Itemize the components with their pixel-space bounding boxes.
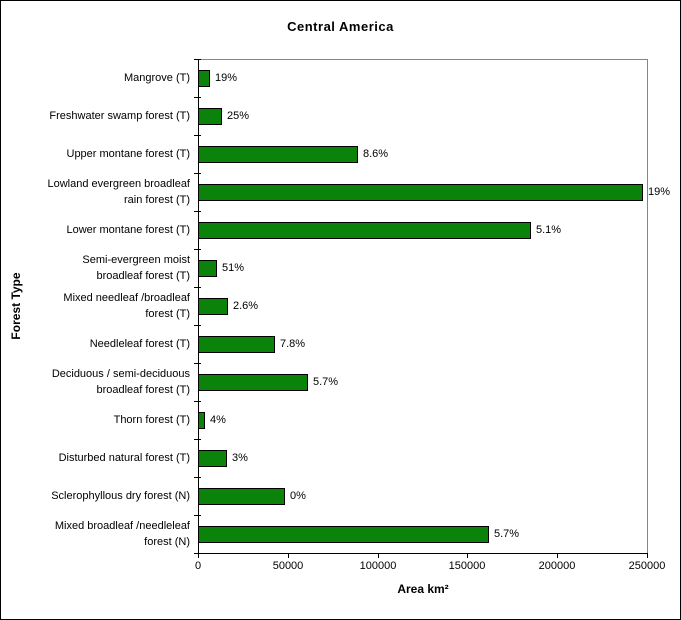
y-axis-tick — [194, 515, 201, 516]
category-label: Lower montane forest (T) — [66, 224, 191, 236]
x-axis-tick — [378, 553, 379, 558]
y-axis-tick — [194, 287, 201, 288]
bar — [198, 412, 205, 429]
x-axis-tick — [557, 553, 558, 558]
y-axis-tick — [194, 135, 201, 136]
category-label: Freshwater swamp forest (T) — [49, 110, 190, 122]
y-axis-tick — [194, 249, 201, 250]
data-label: 51% — [222, 262, 245, 274]
data-label: 4% — [210, 414, 226, 426]
category-label: Semi-evergreen moist broadleaf forest (T… — [82, 254, 190, 282]
data-label: 2.6% — [233, 300, 259, 312]
x-axis-tick-label: 100000 — [359, 560, 397, 572]
bar — [198, 488, 285, 505]
category-label: Deciduous / semi-deciduous broadleaf for… — [51, 368, 190, 396]
category-label: Mixed needleaf /broadleaf forest (T) — [63, 292, 190, 320]
bar — [198, 70, 210, 87]
data-label: 3% — [232, 452, 248, 464]
category-label: Mixed broadleaf /needleleaf forest (N) — [54, 520, 190, 548]
bar — [198, 298, 228, 315]
x-axis-tick — [288, 553, 289, 558]
x-axis-tick — [647, 553, 648, 558]
data-label: 5.7% — [494, 528, 520, 540]
x-axis-tick — [198, 553, 199, 558]
data-label: 7.8% — [280, 338, 306, 350]
bar — [198, 374, 308, 391]
chart-title: Central America — [287, 19, 394, 34]
data-label: 19% — [215, 72, 238, 84]
category-label: Disturbed natural forest (T) — [58, 452, 190, 464]
x-axis-tick-label: 0 — [194, 560, 202, 572]
bar — [198, 222, 531, 239]
bar — [198, 526, 489, 543]
y-axis-tick — [194, 553, 201, 554]
data-label: 8.6% — [363, 148, 389, 160]
data-label: 5.1% — [536, 224, 562, 236]
category-label: Lowland evergreen broadleaf rain forest … — [47, 178, 191, 206]
category-label: Needleleaf forest (T) — [89, 338, 190, 350]
y-axis-tick — [194, 439, 201, 440]
category-label: Upper montane forest (T) — [66, 148, 191, 160]
y-axis-tick — [194, 211, 201, 212]
category-label: Sclerophyllous dry forest (N) — [51, 490, 190, 502]
x-axis-tick — [467, 553, 468, 558]
bar — [198, 260, 217, 277]
bar — [198, 450, 227, 467]
y-axis-tick — [194, 97, 201, 98]
y-axis-tick — [194, 477, 201, 478]
y-axis-tick — [194, 173, 201, 174]
category-label: Thorn forest (T) — [113, 414, 190, 426]
x-axis-tick-label: 150000 — [448, 560, 486, 572]
x-axis-title: Area km² — [397, 582, 449, 596]
bar — [198, 108, 222, 125]
data-label: 25% — [227, 110, 250, 122]
y-axis-tick — [194, 59, 201, 60]
y-axis-tick — [194, 363, 201, 364]
data-label: 19% — [648, 186, 671, 198]
data-label: 5.7% — [313, 376, 339, 388]
bar — [198, 336, 275, 353]
x-axis-tick-label: 200000 — [538, 560, 576, 572]
bar — [198, 146, 358, 163]
y-axis-tick — [194, 325, 201, 326]
x-axis-tick-label: 250000 — [628, 560, 666, 572]
bar — [198, 184, 643, 201]
data-label: 0% — [290, 490, 306, 502]
y-axis-tick — [194, 401, 201, 402]
plot-area — [198, 59, 648, 554]
category-label: Mangrove (T) — [123, 72, 190, 84]
x-axis-tick-label: 50000 — [272, 560, 304, 572]
